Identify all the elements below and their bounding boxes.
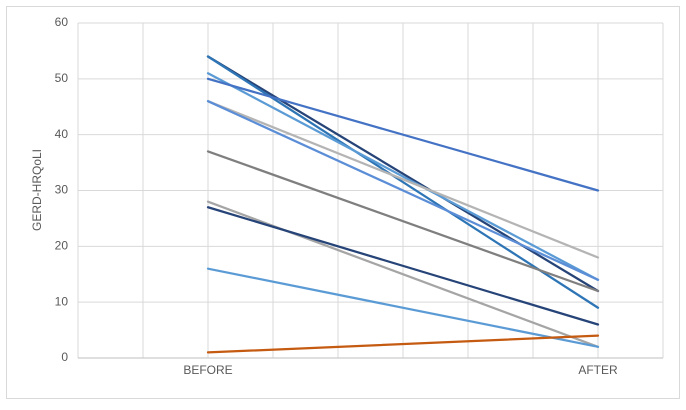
- series-line: [206, 206, 600, 326]
- chart-border: [6, 6, 680, 399]
- y-tick-label: 60: [55, 15, 69, 29]
- series-line: [206, 55, 600, 293]
- y-tick-label: 30: [55, 183, 69, 197]
- y-tick-label: 40: [55, 127, 69, 141]
- series-line: [206, 100, 600, 259]
- y-tick-label: 0: [61, 350, 68, 364]
- series-line: [206, 267, 600, 348]
- y-tick-label: 50: [55, 71, 69, 85]
- series-line: [206, 150, 600, 293]
- series-line: [206, 72, 600, 281]
- y-axis-title: GERD-HRQoLI: [30, 149, 44, 231]
- series-line: [206, 334, 600, 354]
- series-line: [206, 77, 600, 192]
- y-tick-label: 10: [55, 294, 69, 308]
- y-tick-label: 20: [55, 239, 69, 253]
- x-tick-label: AFTER: [578, 363, 618, 377]
- series-line: [206, 100, 600, 281]
- x-tick-label: BEFORE: [183, 363, 232, 377]
